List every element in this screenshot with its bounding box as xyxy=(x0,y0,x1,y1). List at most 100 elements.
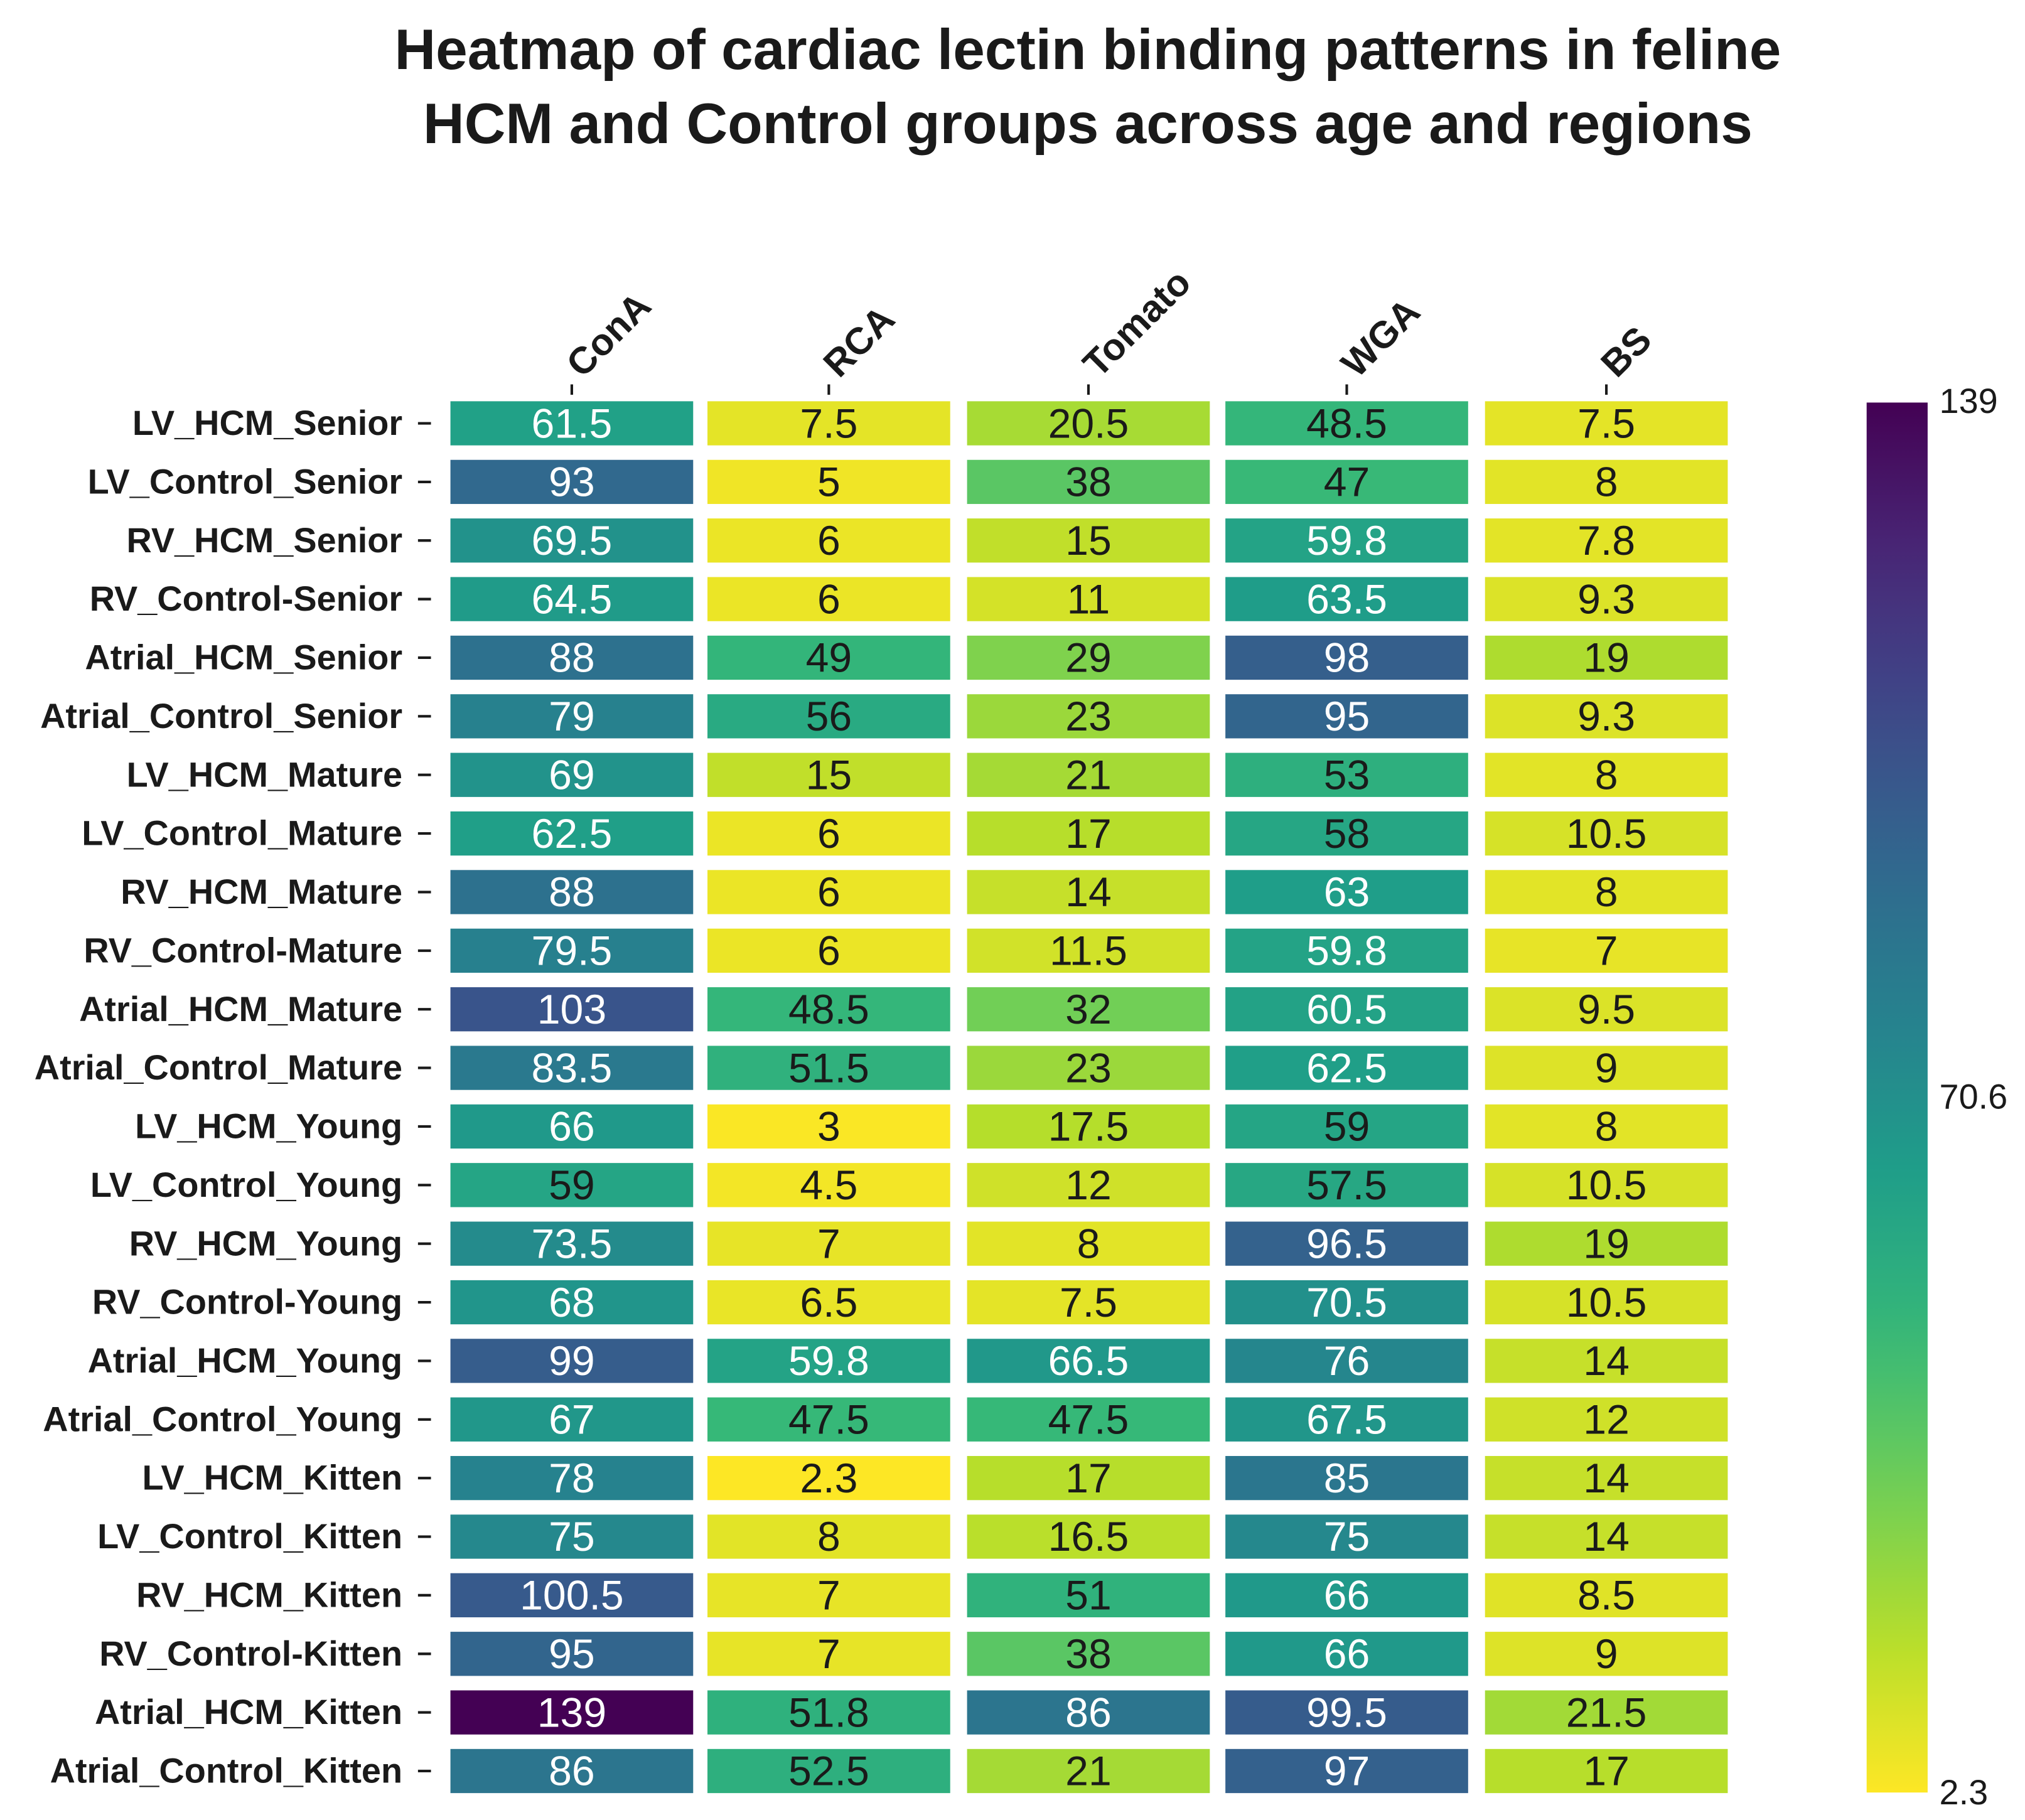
cell-value-label: 9.3 xyxy=(1577,576,1635,623)
cell-value-label: 6 xyxy=(817,869,841,916)
cell-value-label: 7.8 xyxy=(1577,518,1635,564)
heatmap-cell xyxy=(1485,518,1728,563)
heatmap-cell xyxy=(1485,752,1728,797)
cell-value-label: 7 xyxy=(817,1631,841,1678)
cell-value-label: 38 xyxy=(1065,1631,1112,1678)
colorbar xyxy=(1866,402,1928,1793)
heatmap-cell xyxy=(1485,694,1728,739)
heatmap-cell xyxy=(707,1339,950,1383)
row-label: LV_Control_Senior xyxy=(88,461,402,501)
cell-value-label: 10.5 xyxy=(1566,1162,1647,1209)
cell-value-label: 64.5 xyxy=(532,576,613,623)
heatmap-cell xyxy=(1225,752,1468,797)
heatmap-cell xyxy=(450,928,694,973)
cell-value-label: 8 xyxy=(1595,869,1618,916)
cell-value-label: 88 xyxy=(549,635,595,682)
cell-value-label: 52.5 xyxy=(788,1748,869,1795)
cell-value-label: 7.5 xyxy=(1060,1280,1117,1326)
cell-value-label: 21.5 xyxy=(1566,1689,1647,1736)
heatmap-cell xyxy=(1225,1514,1468,1559)
cell-value-label: 60.5 xyxy=(1306,987,1387,1033)
cell-value-label: 49 xyxy=(806,635,852,682)
chart-title-line-2: HCM and Control groups across age and re… xyxy=(423,92,1753,156)
heatmap-cell xyxy=(707,401,950,446)
cell-value-label: 69.5 xyxy=(532,518,613,564)
cell-value-label: 38 xyxy=(1065,459,1112,506)
cell-value-label: 85 xyxy=(1324,1455,1370,1502)
row-label: LV_HCM_Mature xyxy=(127,754,402,794)
heatmap-cell xyxy=(1485,1455,1728,1501)
heatmap-cell xyxy=(1225,1397,1468,1442)
cell-value-label: 14 xyxy=(1583,1455,1630,1502)
cell-value-label: 15 xyxy=(806,752,852,798)
heatmap-cell xyxy=(967,459,1210,505)
row-label: RV_HCM_Senior xyxy=(127,520,403,560)
cell-value-label: 99 xyxy=(549,1338,595,1384)
cell-value-label: 66 xyxy=(549,1104,595,1150)
cell-value-label: 10.5 xyxy=(1566,1280,1647,1326)
cell-value-label: 9 xyxy=(1595,1631,1618,1678)
heatmap-cell xyxy=(967,1397,1210,1442)
colorbar-tick-max: 139 xyxy=(1940,381,1998,420)
heatmap-cell xyxy=(1485,401,1728,446)
cell-value-label: 5 xyxy=(817,459,841,506)
heatmap-cell xyxy=(1485,459,1728,505)
heatmap-cell xyxy=(967,518,1210,563)
cell-value-label: 47.5 xyxy=(1048,1397,1129,1443)
cell-value-label: 70.5 xyxy=(1306,1280,1387,1326)
heatmap-cell xyxy=(967,987,1210,1032)
heatmap-cell xyxy=(450,1748,694,1794)
cell-value-label: 98 xyxy=(1324,635,1370,682)
cell-value-label: 14 xyxy=(1583,1338,1630,1384)
cell-value-label: 68 xyxy=(549,1280,595,1326)
heatmap-cell xyxy=(1225,1455,1468,1501)
heatmap-cell xyxy=(967,752,1210,797)
cell-value-label: 75 xyxy=(1324,1514,1370,1560)
heatmap-cell xyxy=(707,1104,950,1149)
heatmap-cell xyxy=(450,401,694,446)
heatmap-cell xyxy=(450,1104,694,1149)
row-label: RV_HCM_Kitten xyxy=(136,1575,402,1614)
heatmap-cell xyxy=(967,1455,1210,1501)
heatmap-cell xyxy=(707,1046,950,1090)
row-label: Atrial_HCM_Young xyxy=(88,1341,402,1380)
cell-value-label: 6 xyxy=(817,928,841,975)
heatmap-cell xyxy=(707,1221,950,1266)
cell-value-label: 67.5 xyxy=(1306,1397,1387,1443)
heatmap-cell xyxy=(450,1397,694,1442)
cell-value-label: 66.5 xyxy=(1048,1338,1129,1384)
heatmap-cell xyxy=(707,577,950,621)
row-label: Atrial_Control_Mature xyxy=(35,1047,402,1087)
heatmap-cell xyxy=(1485,1046,1728,1090)
column-label: WGA xyxy=(1333,290,1428,385)
cell-value-label: 59 xyxy=(1324,1104,1370,1150)
heatmap-cell xyxy=(1225,928,1468,973)
row-label: LV_HCM_Kitten xyxy=(142,1458,402,1497)
column-label: Tomato xyxy=(1075,261,1198,385)
heatmap-cell xyxy=(967,928,1210,973)
heatmap-cell xyxy=(450,1632,694,1676)
cell-value-label: 66 xyxy=(1324,1631,1370,1678)
row-label: Atrial_Control_Kitten xyxy=(50,1751,402,1791)
row-label: RV_HCM_Mature xyxy=(121,872,402,911)
cell-value-label: 10.5 xyxy=(1566,811,1647,857)
heatmap-cell xyxy=(967,1690,1210,1735)
heatmap-cell xyxy=(707,987,950,1032)
column-label: RCA xyxy=(815,297,903,385)
heatmap-cell xyxy=(707,1163,950,1207)
heatmap-cell xyxy=(1225,635,1468,680)
heatmap-cell xyxy=(707,928,950,973)
cell-value-label: 57.5 xyxy=(1306,1162,1387,1209)
heatmap-cell xyxy=(1485,1573,1728,1618)
row-label: RV_Control-Mature xyxy=(83,930,402,970)
cell-value-label: 11 xyxy=(1067,576,1110,623)
row-label: Atrial_Control_Senior xyxy=(40,696,402,736)
heatmap-cell xyxy=(1225,1280,1468,1325)
cell-value-label: 17 xyxy=(1583,1748,1630,1795)
heatmap-cell xyxy=(450,577,694,621)
heatmap-cell xyxy=(967,577,1210,621)
cell-value-label: 58 xyxy=(1324,811,1370,857)
heatmap-cell xyxy=(450,870,694,914)
heatmap-cell xyxy=(1225,1573,1468,1618)
heatmap-cell xyxy=(967,635,1210,680)
